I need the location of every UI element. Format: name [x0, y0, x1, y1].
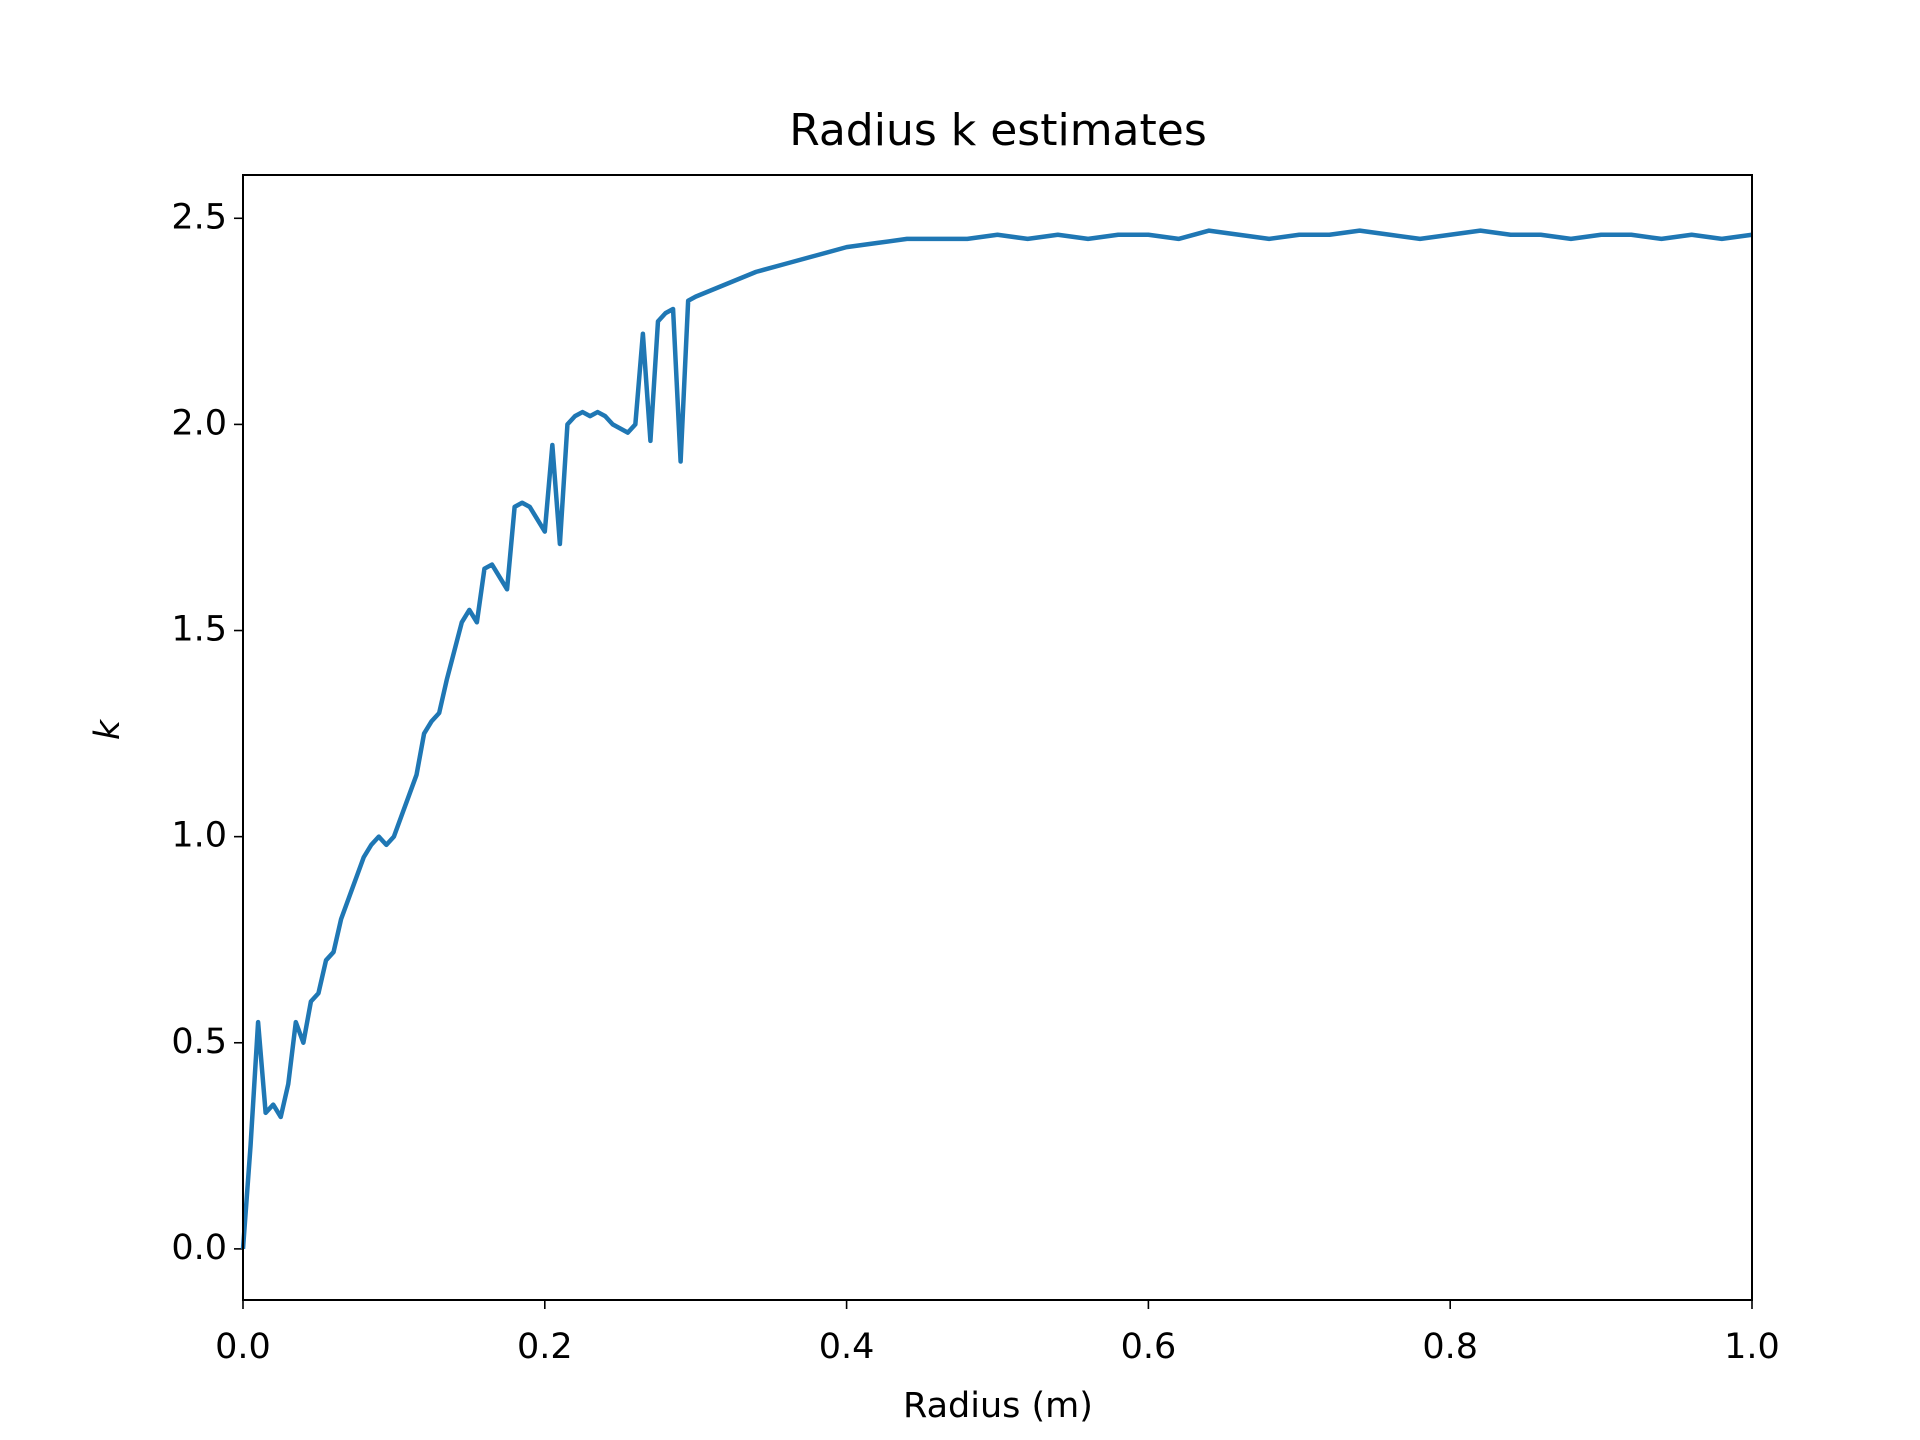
y-tick-label: 0.5 — [171, 1022, 227, 1062]
y-tick-label: 2.5 — [171, 197, 227, 237]
x-tick-label: 1.0 — [1724, 1327, 1780, 1367]
x-tick-label: 0.8 — [1422, 1327, 1478, 1367]
y-tick-label: 2.0 — [171, 403, 227, 443]
plot-frame — [242, 174, 1753, 1301]
x-tick-label: 0.6 — [1121, 1327, 1177, 1367]
x-tick-label: 0.4 — [819, 1327, 875, 1367]
x-tick-label: 0.0 — [215, 1327, 271, 1367]
chart-title: Radius k estimates — [789, 105, 1207, 156]
x-tick-label: 0.2 — [517, 1327, 573, 1367]
x-axis-label: Radius (m) — [903, 1386, 1093, 1426]
y-tick-label: 1.0 — [171, 816, 227, 856]
y-tick-label: 0.0 — [171, 1228, 227, 1268]
y-axis-label: k — [88, 718, 128, 740]
data-line — [240, 228, 1753, 1250]
y-tick-label: 1.5 — [171, 610, 227, 650]
